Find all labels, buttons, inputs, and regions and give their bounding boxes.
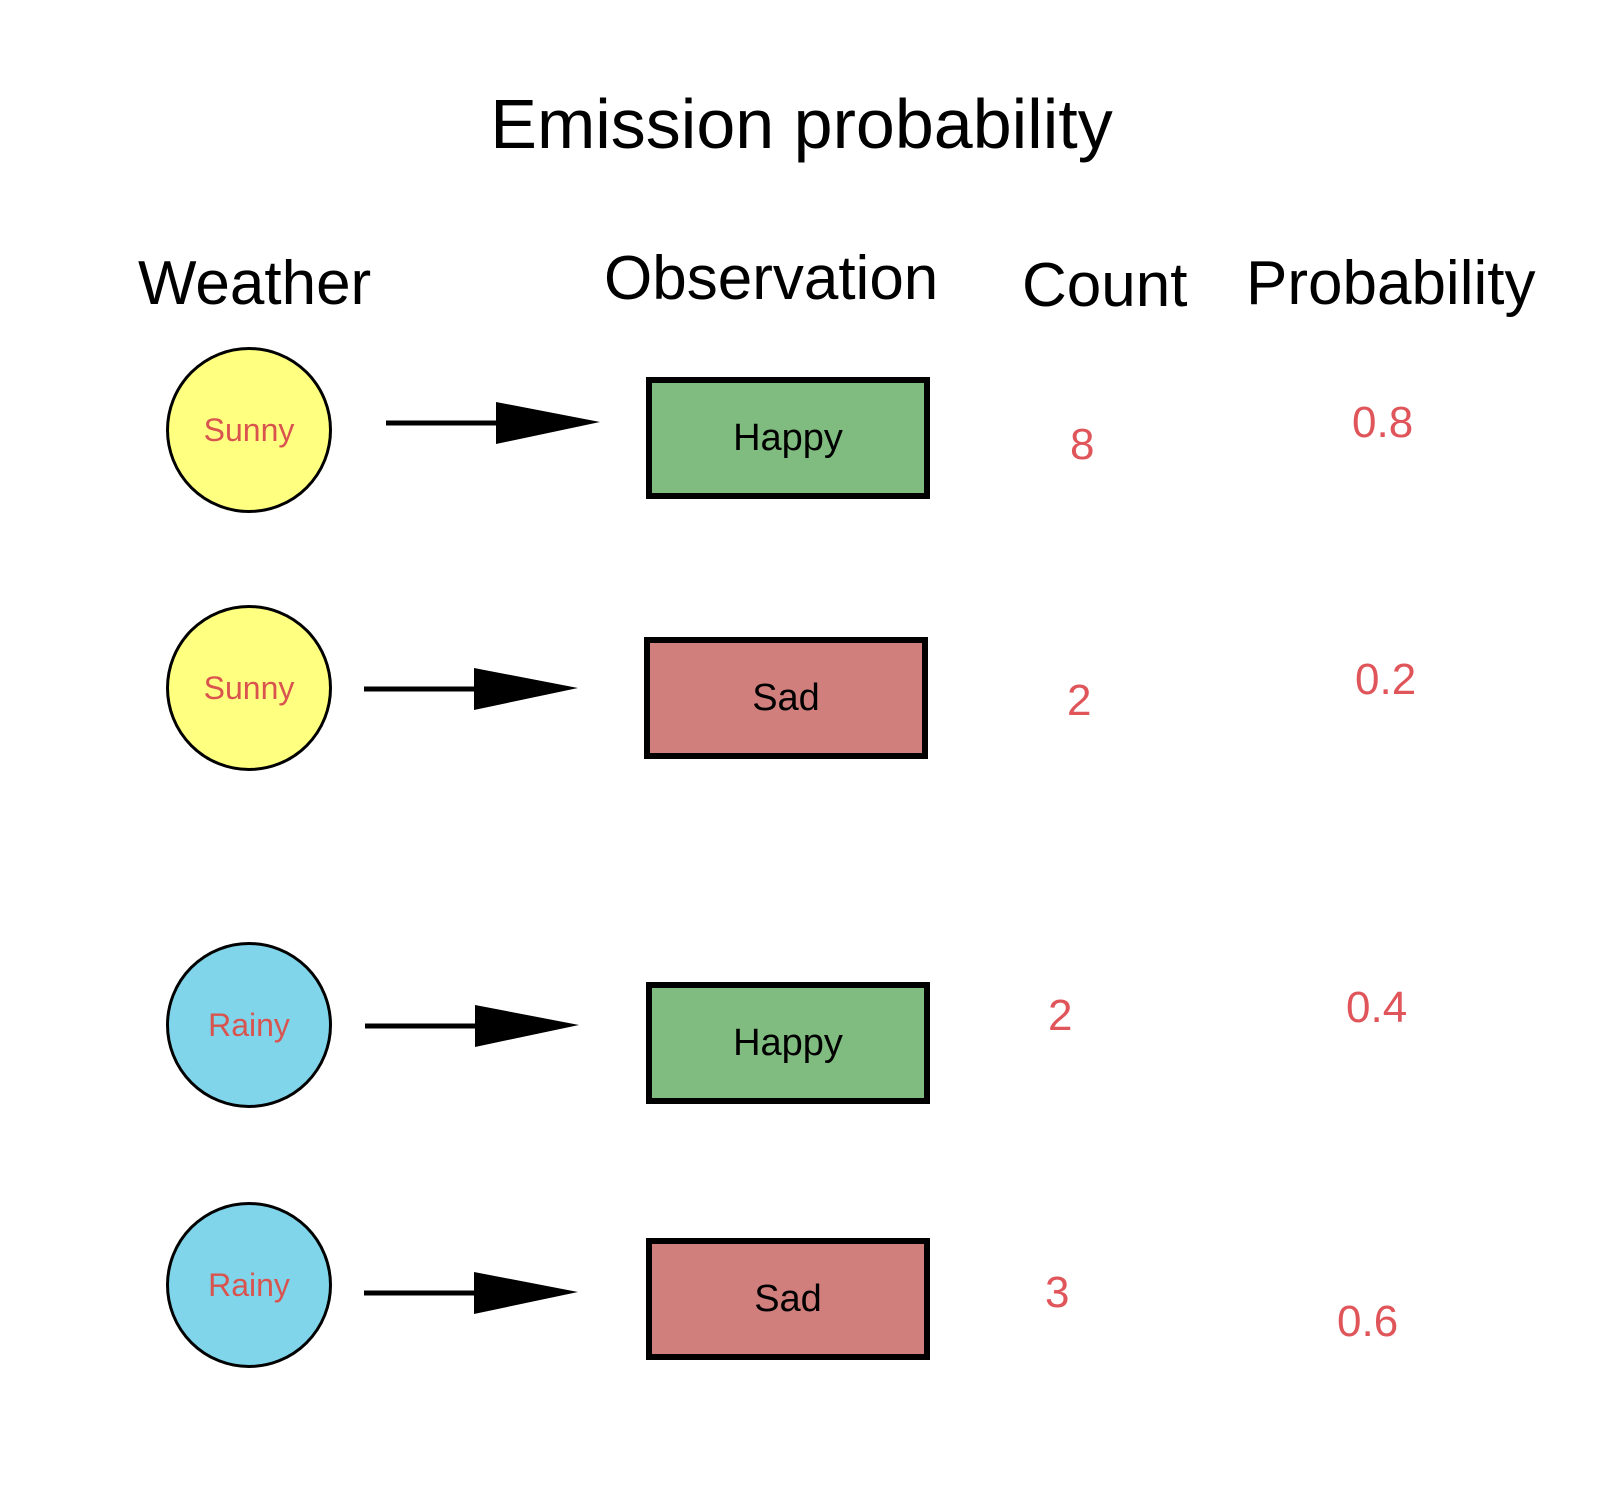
weather-node-rainy: Rainy bbox=[166, 942, 332, 1108]
count-value: 2 bbox=[1067, 676, 1092, 725]
emission-arrow bbox=[364, 1272, 578, 1314]
diagram-title: Emission probability bbox=[490, 85, 1113, 163]
probability-value: 0.4 bbox=[1346, 983, 1408, 1032]
count-value: 2 bbox=[1048, 991, 1073, 1040]
observation-box-sad: Sad bbox=[644, 637, 928, 759]
probability-value: 0.6 bbox=[1337, 1297, 1399, 1346]
emission-arrow bbox=[386, 402, 600, 444]
observation-box-sad: Sad bbox=[646, 1238, 930, 1360]
probability-value: 0.2 bbox=[1355, 655, 1417, 704]
count-header: Count bbox=[1022, 251, 1188, 320]
weather-node-rainy: Rainy bbox=[166, 1202, 332, 1368]
count-value: 3 bbox=[1045, 1268, 1070, 1317]
probability-header: Probability bbox=[1246, 249, 1536, 318]
weather-node-sunny: Sunny bbox=[166, 347, 332, 513]
weather-node-sunny: Sunny bbox=[166, 605, 332, 771]
weather-header: Weather bbox=[138, 249, 372, 318]
probability-value: 0.8 bbox=[1352, 398, 1414, 447]
emission-arrow bbox=[365, 1005, 579, 1047]
observation-header: Observation bbox=[604, 244, 939, 313]
emission-arrow bbox=[364, 668, 578, 710]
observation-box-happy: Happy bbox=[646, 377, 930, 499]
observation-box-happy: Happy bbox=[646, 982, 930, 1104]
count-value: 8 bbox=[1070, 420, 1095, 469]
